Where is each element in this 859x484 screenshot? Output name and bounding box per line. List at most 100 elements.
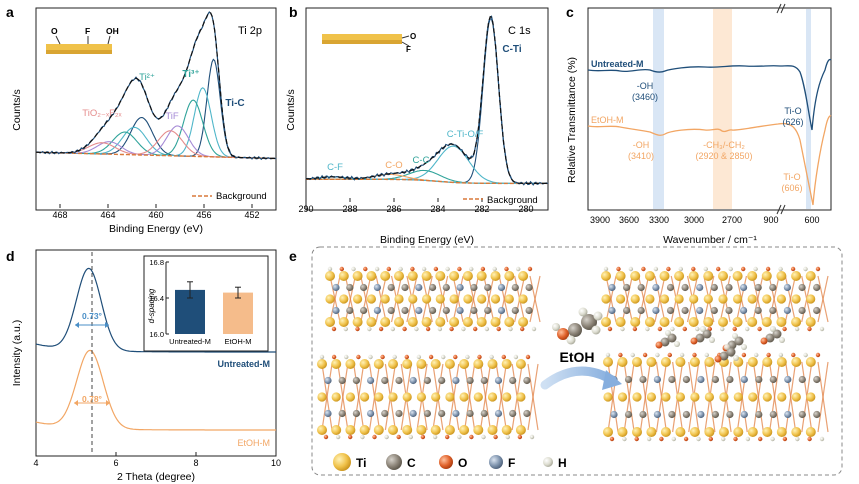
transform-arrow-head <box>602 370 622 390</box>
annot-etoh-ch: -CH₃/-CH₂ <box>703 140 745 150</box>
inset-ylabel: d-spacing <box>147 288 156 323</box>
x-tick-label: 10 <box>271 458 281 468</box>
fwhm-markers: 0.73° 0.78° <box>74 311 110 406</box>
tick-2700: 2700 <box>722 215 742 225</box>
intercalated-etoh <box>690 326 715 345</box>
panel-d-ylabel: Intensity (a.u.) <box>11 320 23 387</box>
annot-ti2plus: Ti²⁺ <box>139 72 155 83</box>
ch-band <box>713 9 732 209</box>
x-tick-label: 286 <box>386 204 401 214</box>
legend-atom-C <box>386 454 402 470</box>
inset-bars: Untreated-M EtOH-M <box>169 281 253 346</box>
x-tick-label: 4 <box>33 458 38 468</box>
tick-3300: 3300 <box>649 215 669 225</box>
fit-envelope <box>35 11 276 160</box>
panel-a-ylabel: Counts/s <box>11 89 23 130</box>
legend-atom-label: C <box>407 456 416 470</box>
legend-atom-label: F <box>508 456 515 470</box>
x-tick-label: 460 <box>148 210 163 220</box>
x-tick-label: 288 <box>342 204 357 214</box>
atom-legend: Ti C O F H <box>333 453 567 471</box>
intercalated-etoh <box>714 344 739 363</box>
annot-tif: TiF <box>165 111 179 122</box>
transform-arrow <box>540 366 617 390</box>
annot-etoh-tio: Ti-O <box>783 172 800 182</box>
background-curve <box>306 178 548 185</box>
panel-d-frame <box>35 249 277 457</box>
panel-c-frame <box>587 7 832 211</box>
panel-b: b C 1s Counts/s Binding Energy (eV) 290 2… <box>285 4 549 246</box>
annot-etoh-oh-wn: (3410) <box>628 151 654 161</box>
annot-etoh-tio-wn: (606) <box>781 183 802 193</box>
fwhm-label-untreated: 0.73° <box>82 311 103 321</box>
series-etoh-m <box>587 115 832 206</box>
inset-label-o: O <box>51 26 58 36</box>
inset-label-f: F <box>85 26 90 36</box>
panel-e: e EtOH Ti C O F H <box>289 246 843 476</box>
panel-a-frame <box>35 7 277 211</box>
tick-3900: 3900 <box>590 215 610 225</box>
mxene-slab <box>325 266 541 332</box>
etoh-molecule-icon <box>552 307 603 345</box>
tick-3600: 3600 <box>619 215 639 225</box>
panel-label-a: a <box>6 4 14 20</box>
panel-a-curves <box>35 11 277 161</box>
tick-600: 600 <box>804 215 819 225</box>
panel-c: c Relative Transmittance (%) Wavenumber … <box>566 3 832 246</box>
annot-untreated-tio-wn: (626) <box>782 117 803 127</box>
fit-envelope <box>306 15 548 184</box>
oh-band <box>653 9 664 209</box>
annot-ti3plus: Ti³⁺ <box>182 69 199 80</box>
panel-d-x-ticks: 4 6 8 10 <box>33 452 281 468</box>
inset-b-label-f: F <box>406 45 411 54</box>
panel-a-title: Ti 2p <box>238 25 262 37</box>
panel-c-xlabel: Wavenumber / cm⁻¹ <box>663 234 757 246</box>
legend-atom-Ti <box>333 453 351 471</box>
mxene-slab <box>601 266 829 332</box>
annot-c-o: C-O <box>385 160 402 171</box>
legend-background-a: Background <box>216 191 267 202</box>
panel-b-curves <box>305 15 549 186</box>
annot-c-ti: C-Ti <box>502 44 521 55</box>
fwhm-label-etoh: 0.78° <box>82 394 103 404</box>
legend-atom-F <box>489 455 503 469</box>
panel-b-title: C 1s <box>508 25 531 37</box>
annot-etoh-oh: -OH <box>633 140 650 150</box>
etoh-label: EtOH <box>560 349 595 365</box>
annot-etoh-ch-wn: (2920 & 2850) <box>695 151 752 161</box>
xrd-EtOH-M <box>35 349 276 431</box>
mxene-structures <box>317 266 829 442</box>
annot-c-f: C-F <box>327 162 343 173</box>
legend-background-b: Background <box>487 195 538 206</box>
mxene-slab <box>317 354 539 440</box>
annot-c-c: C-C <box>413 155 430 166</box>
inset-y-tick-label: 16.8 <box>149 258 164 267</box>
x-tick-label: 282 <box>474 204 489 214</box>
inset-y-tick-label: 16.0 <box>149 330 164 339</box>
panel-label-c: c <box>566 4 574 20</box>
series-untreated-m <box>587 58 832 131</box>
panel-b-ylabel: Counts/s <box>285 89 297 130</box>
dspacing-inset: d-spacing 16.0 16.4 16.8 Untreated-M EtOH-M <box>143 255 269 352</box>
inset-y-tick-label: 16.4 <box>149 294 164 303</box>
x-tick-label: 464 <box>100 210 115 220</box>
panel-c-x-ticks: 3900 3600 3300 3000 2700 900 600 <box>590 215 820 225</box>
x-tick-label: 8 <box>193 458 198 468</box>
legend-etoh-m: EtOH-M <box>591 115 624 125</box>
panel-b-x-ticks: 290 288 286 284 282 280 <box>298 198 534 214</box>
panel-e-frame <box>311 246 843 476</box>
mxene-slab <box>603 352 829 442</box>
legend-atom-H <box>543 457 553 467</box>
x-tick-label: 456 <box>196 210 211 220</box>
panel-d-xlabel: 2 Theta (degree) <box>117 471 195 483</box>
inset-b-label-o: O <box>410 32 416 41</box>
panel-a-inset-structure: O F OH <box>46 26 119 54</box>
panel-label-d: d <box>6 248 15 264</box>
panel-b-inset-structure: O F <box>322 32 416 54</box>
annot-tio2xf2x: TiO₂₋ₓF₂ₓ <box>82 108 122 119</box>
inset-y-ticks: 16.0 16.4 16.8 <box>149 258 169 339</box>
tick-900: 900 <box>763 215 778 225</box>
panel-a: a Ti 2p Counts/s Binding Energy (eV) 468… <box>6 4 277 235</box>
legend-untreated-m: Untreated-M <box>591 59 644 69</box>
